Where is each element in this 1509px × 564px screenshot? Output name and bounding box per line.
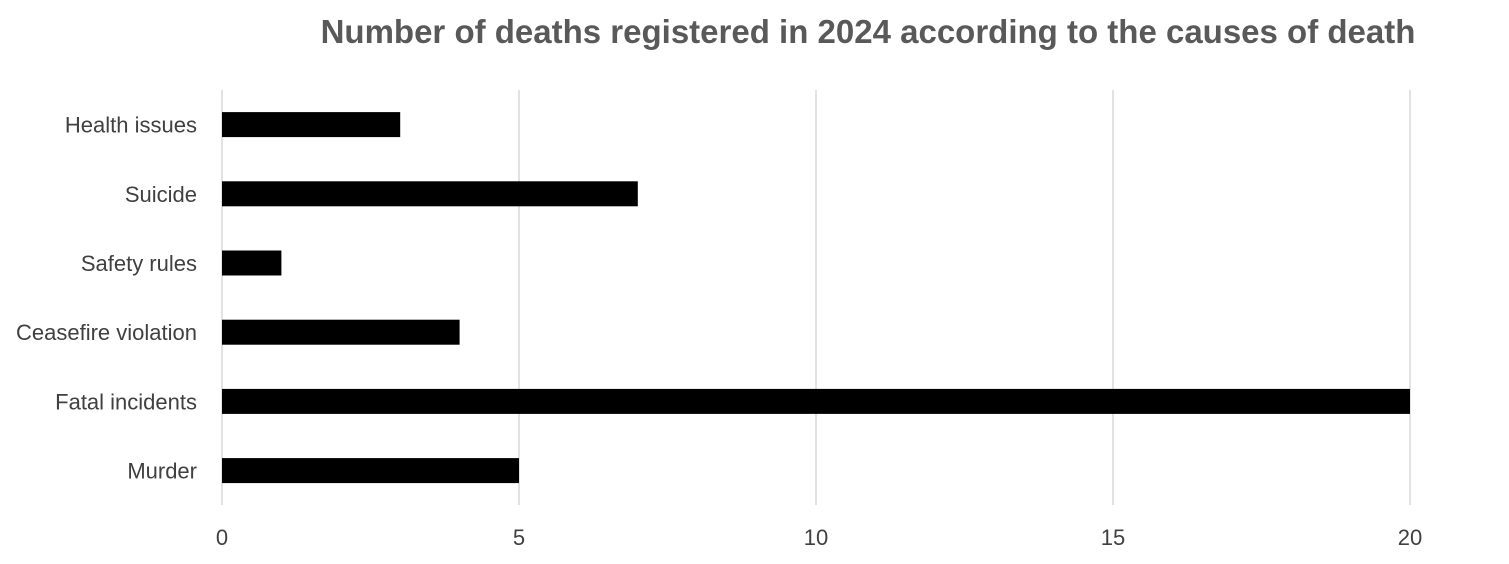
x-tick-label: 5	[513, 525, 525, 550]
bars	[222, 112, 1410, 484]
category-label: Suicide	[125, 182, 197, 207]
bar	[222, 250, 282, 276]
x-tick-label: 10	[804, 525, 828, 550]
gridlines	[221, 90, 1411, 505]
bar	[222, 388, 1410, 414]
bar	[222, 181, 638, 207]
category-label: Fatal incidents	[55, 389, 197, 414]
bar	[222, 112, 401, 138]
x-tick-labels: 0 5 10 15 20	[216, 525, 1422, 550]
x-tick-label: 15	[1101, 525, 1125, 550]
bar	[222, 319, 460, 345]
category-label: Health issues	[65, 113, 197, 138]
chart-title: Number of deaths registered in 2024 acco…	[321, 13, 1416, 50]
x-tick-label: 0	[216, 525, 228, 550]
category-label: Ceasefire violation	[16, 320, 197, 345]
x-tick-label: 20	[1398, 525, 1422, 550]
bar	[222, 458, 519, 484]
category-labels: Health issues Suicide Safety rules Ceasefir…	[16, 113, 197, 484]
category-label: Safety rules	[81, 251, 197, 276]
category-label: Murder	[127, 459, 197, 484]
